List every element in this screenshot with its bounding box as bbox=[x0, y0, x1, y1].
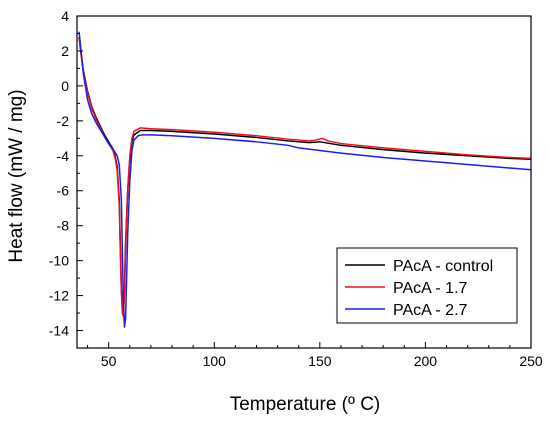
y-tick-label: -14 bbox=[49, 323, 69, 339]
axes-layer: 50 100 150 200 250 4 2 0 -2 -4 -6 -8 -10 -12 -14 bbox=[49, 8, 543, 369]
y-tick-label: 2 bbox=[61, 43, 69, 59]
x-tick-label: 200 bbox=[414, 353, 438, 369]
plot-layer bbox=[78, 31, 531, 328]
y-tick-label: -6 bbox=[57, 183, 70, 199]
y-tick-label: 0 bbox=[61, 78, 69, 94]
legend-label-2: PAcA - 1.7 bbox=[393, 280, 468, 297]
x-tick-label: 150 bbox=[308, 353, 332, 369]
x-axis-label: Temperature (º C) bbox=[230, 394, 381, 415]
y-tick-label: 4 bbox=[61, 8, 69, 24]
y-tick-label: -8 bbox=[57, 218, 70, 234]
legend-label-3: PAcA - 2.7 bbox=[393, 302, 468, 319]
y-tick-label: -4 bbox=[57, 148, 70, 164]
legend-box bbox=[336, 247, 518, 324]
y-tick-label: -10 bbox=[49, 253, 69, 269]
x-tick-label: 100 bbox=[203, 353, 227, 369]
y-tick-label: -2 bbox=[57, 113, 70, 129]
x-tick-label: 250 bbox=[519, 353, 543, 369]
legend-label-1: PAcA - control bbox=[393, 258, 493, 275]
legend: PAcA - control PAcA - 1.7 PAcA - 2.7 bbox=[336, 247, 518, 324]
plot-frame bbox=[76, 15, 532, 349]
y-axis-label: Heat flow (mW / mg) bbox=[6, 89, 27, 262]
x-tick-label: 50 bbox=[101, 353, 117, 369]
series-line-3 bbox=[78, 31, 531, 328]
y-tick-label: -12 bbox=[49, 288, 69, 304]
